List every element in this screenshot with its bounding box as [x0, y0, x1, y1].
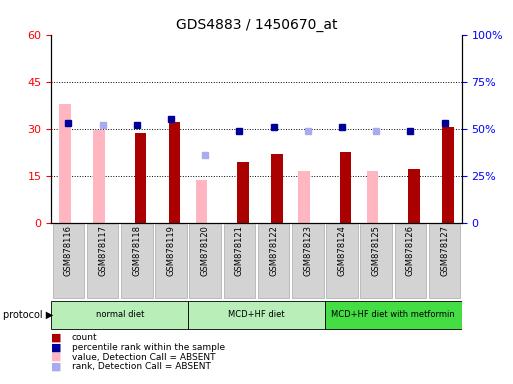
Bar: [271, 154, 283, 223]
FancyBboxPatch shape: [325, 301, 462, 329]
Text: MCD+HF diet: MCD+HF diet: [228, 310, 285, 319]
FancyBboxPatch shape: [292, 224, 324, 298]
Title: GDS4883 / 1450670_at: GDS4883 / 1450670_at: [176, 18, 337, 32]
Bar: [442, 127, 454, 223]
Text: GSM878123: GSM878123: [303, 225, 312, 276]
FancyBboxPatch shape: [121, 224, 152, 298]
Text: GSM878116: GSM878116: [64, 225, 73, 276]
FancyBboxPatch shape: [224, 224, 255, 298]
Text: GSM878120: GSM878120: [201, 225, 210, 276]
Bar: [59, 104, 71, 223]
Text: protocol ▶: protocol ▶: [3, 310, 53, 320]
Text: GSM878125: GSM878125: [372, 225, 381, 276]
Text: GSM878122: GSM878122: [269, 225, 278, 276]
Text: GSM878117: GSM878117: [98, 225, 107, 276]
Bar: [93, 130, 105, 223]
FancyBboxPatch shape: [155, 224, 187, 298]
Bar: [367, 171, 379, 223]
Text: normal diet: normal diet: [95, 310, 144, 319]
FancyBboxPatch shape: [51, 301, 188, 329]
Bar: [299, 171, 310, 223]
FancyBboxPatch shape: [429, 224, 460, 298]
FancyBboxPatch shape: [394, 224, 426, 298]
FancyBboxPatch shape: [53, 224, 84, 298]
Text: ■: ■: [51, 362, 62, 372]
FancyBboxPatch shape: [189, 224, 221, 298]
Text: ■: ■: [51, 333, 62, 343]
FancyBboxPatch shape: [188, 301, 325, 329]
Text: GSM878127: GSM878127: [440, 225, 449, 276]
Bar: [196, 180, 207, 223]
Bar: [169, 122, 181, 223]
Text: count: count: [72, 333, 97, 343]
Text: rank, Detection Call = ABSENT: rank, Detection Call = ABSENT: [72, 362, 211, 371]
Text: value, Detection Call = ABSENT: value, Detection Call = ABSENT: [72, 353, 215, 362]
Text: GSM878126: GSM878126: [406, 225, 415, 276]
FancyBboxPatch shape: [87, 224, 119, 298]
Text: GSM878118: GSM878118: [132, 225, 141, 276]
FancyBboxPatch shape: [258, 224, 289, 298]
FancyBboxPatch shape: [326, 224, 358, 298]
Text: GSM878124: GSM878124: [338, 225, 346, 276]
Text: GSM878121: GSM878121: [235, 225, 244, 276]
Bar: [237, 162, 249, 223]
Bar: [340, 152, 351, 223]
Text: ■: ■: [51, 352, 62, 362]
Text: percentile rank within the sample: percentile rank within the sample: [72, 343, 225, 352]
Text: GSM878119: GSM878119: [167, 225, 175, 276]
Text: MCD+HF diet with metformin: MCD+HF diet with metformin: [331, 310, 455, 319]
Bar: [408, 169, 420, 223]
Text: ■: ■: [51, 343, 62, 353]
FancyBboxPatch shape: [361, 224, 392, 298]
Bar: [134, 133, 146, 223]
